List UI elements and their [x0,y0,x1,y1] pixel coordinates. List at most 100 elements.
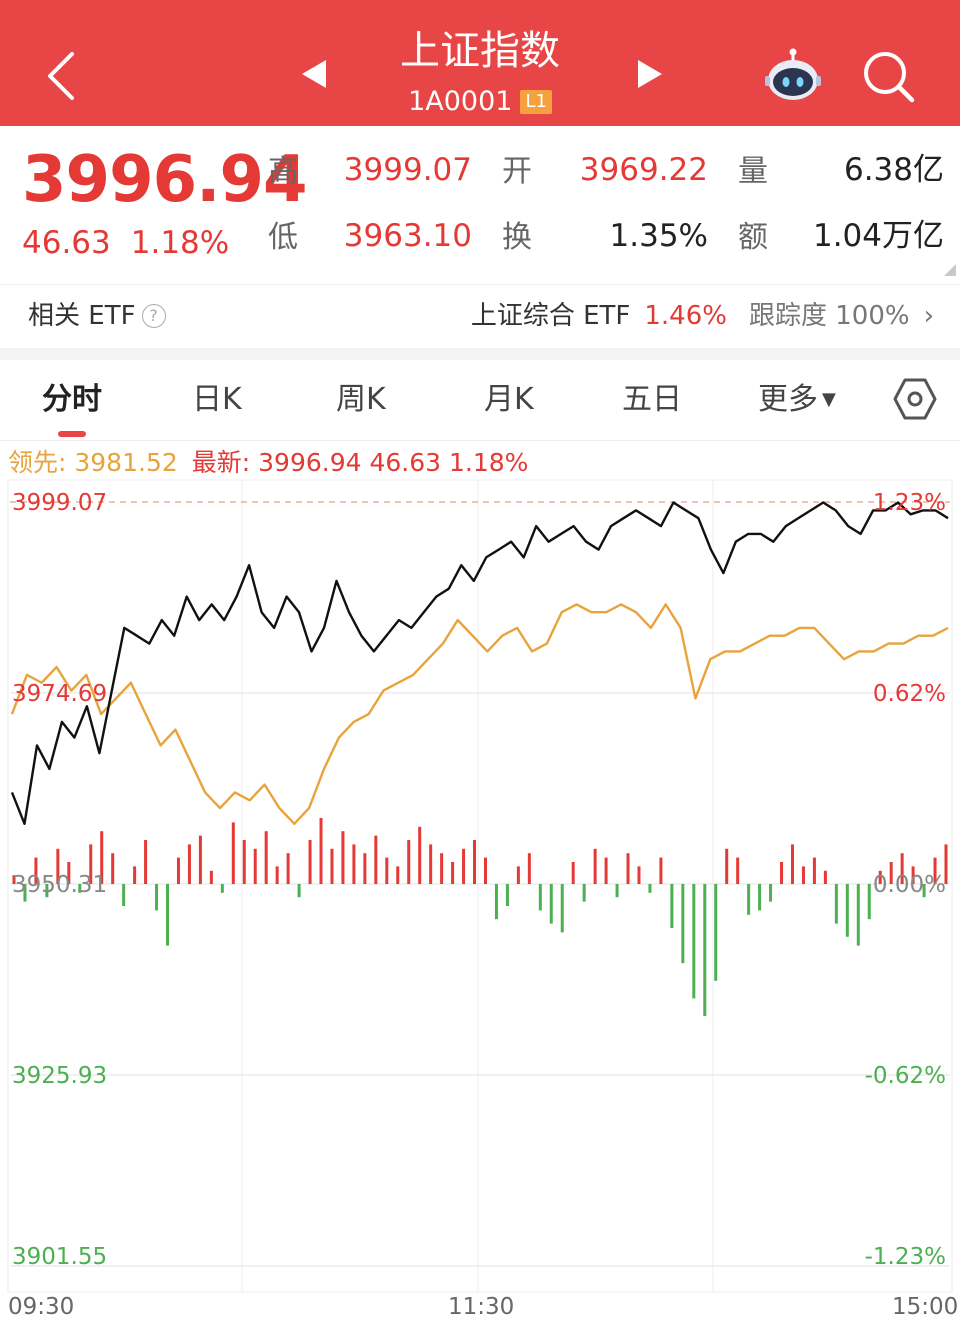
tab-more[interactable]: 更多 ▼ [758,380,836,420]
tab-monthly-k[interactable]: 月K [484,382,534,417]
tab-intraday[interactable]: 分时 [42,382,102,417]
y-tick-left: 3950.31 [12,872,107,898]
volume-bar [440,853,444,884]
chart-frame [7,479,953,1293]
volume-bar [516,866,520,884]
x-tick-mid: 11:30 [448,1294,515,1320]
volume-bar [801,866,805,884]
volume-bar [396,866,400,884]
y-tick-right: 0.00% [873,872,946,898]
tab-weekly-k[interactable]: 周K [336,382,386,417]
y-tick-left: 3925.93 [12,1063,107,1089]
volume-bar [736,857,740,884]
volume-bar [45,884,49,898]
tab-five-day[interactable]: 五日 [622,382,682,417]
volume-bar [944,844,948,884]
price-line [10,501,949,825]
change-value: 46.63 [22,225,111,261]
volume-bar [418,826,422,884]
index-code-text: 1A0001 [408,86,513,117]
etf-link[interactable]: 上证综合 ETF 1.46% 跟踪度 100% › [471,296,934,336]
page-title: 上证指数 [400,28,560,74]
x-tick-start: 09:30 [8,1294,75,1320]
etf-name: 上证综合 ETF [470,301,631,331]
related-etf[interactable]: 相关 ETF? [28,296,166,336]
volume-bar [155,884,159,911]
volume-bar [473,840,477,884]
volume-bar [462,848,466,884]
volume-bar [582,884,586,902]
volume-bar [451,862,455,884]
price-change: 46.63 1.18% [22,222,249,264]
volume-bar [187,844,191,884]
turnover-value: 1.35% [609,218,708,254]
track-label: 跟踪度 [748,301,827,331]
volume-bar [494,884,498,920]
search-icon[interactable] [860,48,916,104]
volume-bar [648,884,652,893]
tab-more-label: 更多 [758,382,818,417]
volume-bar [626,853,630,884]
volume-bar [780,862,784,884]
volume-bar [308,840,312,884]
back-icon[interactable] [40,48,86,104]
volume-bar [604,857,608,884]
volume-bar [856,884,860,946]
robot-assistant-icon[interactable] [764,46,822,104]
caret-down-icon: ▼ [822,389,836,410]
expand-corner-icon[interactable] [944,264,956,276]
tab-daily-k[interactable]: 日K [192,382,242,417]
chevron-right-icon: › [923,301,934,331]
volume-bar [747,884,751,915]
prev-index-icon[interactable] [296,56,332,92]
volume-bar [23,884,27,902]
volume-bar [352,844,356,884]
volume-bar [911,866,915,884]
leading-value: 领先: 3981.52 [8,448,178,477]
volume-bar [812,857,816,884]
volume-bar [714,884,718,981]
volume-bar [209,870,213,884]
volume-bar [900,853,904,884]
latest-value: 最新: 3996.94 [191,448,362,477]
latest-change: 46.63 [369,448,442,477]
volume-bar [823,870,827,884]
volume-bar [286,853,290,884]
next-index-icon[interactable] [632,56,668,92]
latest-percent: 1.18% [449,448,529,477]
chart-tabs: 分时 日K 周K 月K 五日 更多 ▼ [0,370,960,438]
volume-bar [385,857,389,884]
current-price: 3996.94 [22,143,307,217]
x-tick-end: 15:00 [892,1294,959,1320]
y-tick-right: 0.62% [873,681,946,707]
volume-bar [615,884,619,898]
volume-bar [505,884,509,906]
y-tick-right: 1.23% [873,490,946,516]
track-value: 100% [835,301,910,331]
low-value: 3963.10 [343,218,472,254]
volume-bar [407,840,411,884]
level-badge: L1 [520,90,552,114]
volume-bar [341,831,345,884]
open-value: 3969.22 [579,152,708,188]
volume-bar [681,884,685,964]
change-percent: 1.18% [130,225,230,261]
volume-bar [133,866,137,884]
index-code: 1A0001 L1 [330,86,630,118]
settings-icon[interactable] [892,376,938,422]
volume-bar [560,884,564,933]
volume-bar [538,884,542,911]
volume-bar [527,853,531,884]
help-icon[interactable]: ? [141,304,166,328]
volume-bar [34,857,38,884]
volume-bar [56,848,60,884]
volume-bar [176,857,180,884]
volume-bar [67,862,71,884]
volume-bar [242,840,246,884]
volume-bar [549,884,553,924]
open-label: 开 [502,154,532,189]
volume-bar [264,831,268,884]
volume-bar [659,857,663,884]
turnover-label: 换 [502,220,532,255]
